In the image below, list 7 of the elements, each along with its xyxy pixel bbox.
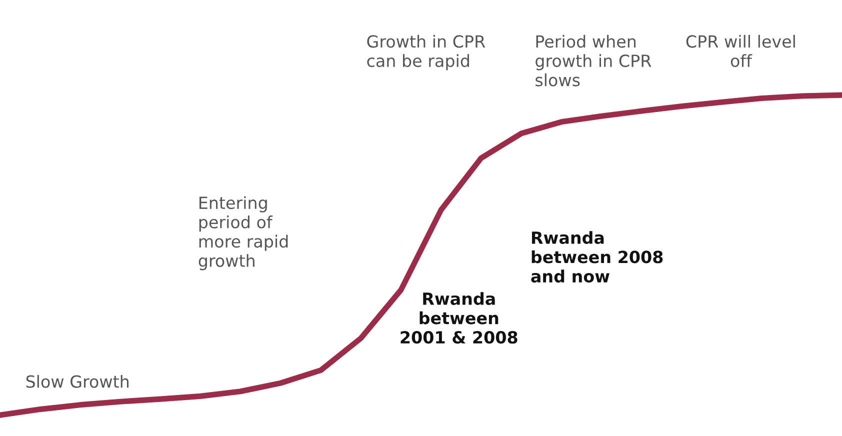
text: Period when growth in CPR slows <box>536 34 652 86</box>
text: Growth in CPR can be rapid <box>367 34 486 70</box>
annotation: Slow Growth <box>26 374 128 388</box>
annotation: Rwanda between 2008 and now <box>531 231 663 283</box>
text: CPR will level off <box>686 34 795 68</box>
annotation: Entering period of more rapid growth <box>198 196 288 270</box>
annotation: Rwanda between 2001 & 2008 <box>400 292 518 344</box>
